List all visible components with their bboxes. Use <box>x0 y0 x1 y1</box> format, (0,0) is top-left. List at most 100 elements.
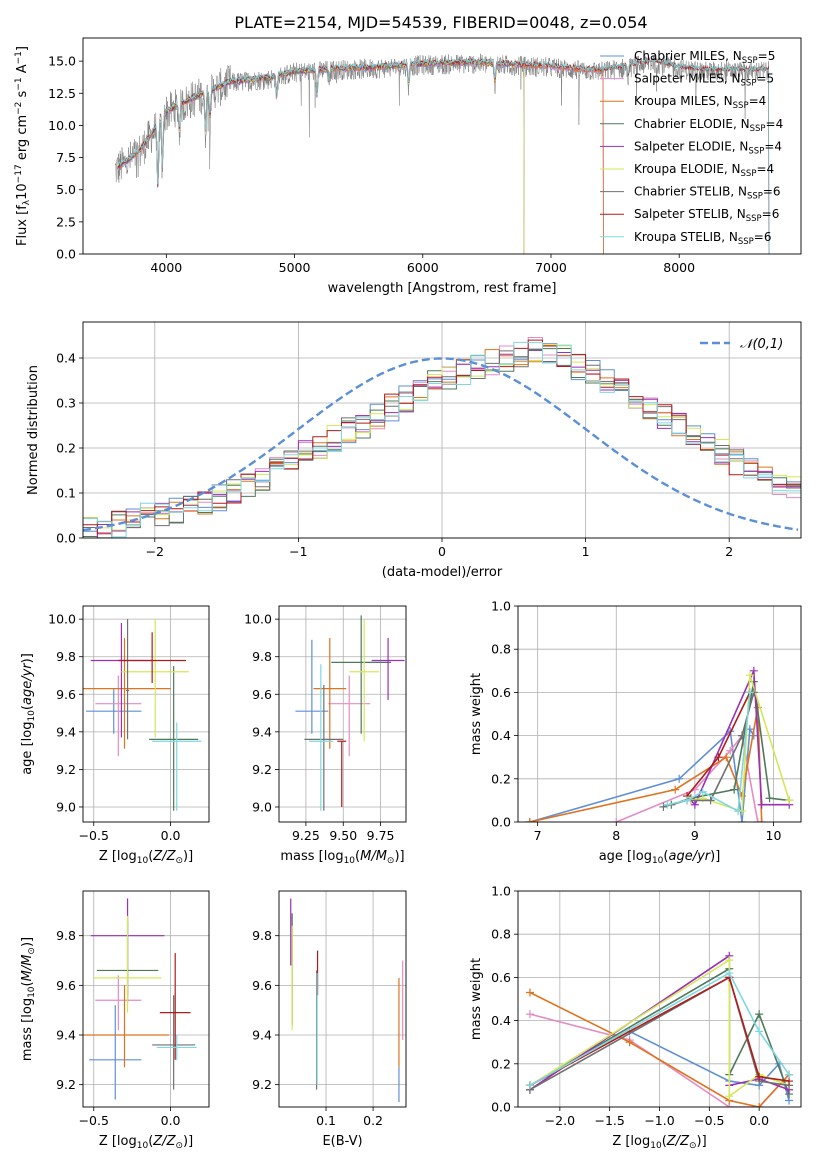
x-axis-label: mass [log10(M/M⊙)] <box>280 849 404 866</box>
weight-marker <box>525 1081 534 1090</box>
axes-frame <box>82 321 802 539</box>
y-tick-label: 9.8 <box>56 649 76 664</box>
x-tick-label: −0.5 <box>79 828 109 843</box>
y-tick-label: 1.0 <box>491 599 511 614</box>
plot-area <box>279 606 406 822</box>
weight-marker <box>757 800 766 809</box>
figure-title: PLATE=2154, MJD=54539, FIBERID=0048, z=0… <box>234 13 647 32</box>
y-axis-label: Flux [fλ10−17 erg cm−2 s−1 A−1] <box>14 46 32 246</box>
weight-marker <box>525 818 534 822</box>
x-tick-label: 9.25 <box>292 828 320 843</box>
plot-area <box>518 891 801 1107</box>
x-tick-label: 8 <box>612 828 620 843</box>
y-tick-label: 0.6 <box>491 685 511 700</box>
plot-area <box>518 606 801 822</box>
histogram-salpeter-elodie <box>83 349 801 538</box>
x-tick-label: 0 <box>438 544 446 559</box>
x-tick-label: 0.0 <box>749 1113 769 1128</box>
weight-marker <box>714 753 723 762</box>
y-tick-label: 0.4 <box>491 728 511 743</box>
weight-marker <box>725 1092 734 1101</box>
y-tick-label: 9.8 <box>56 928 76 943</box>
y-tick-label: 9.8 <box>252 649 272 664</box>
plot-area <box>83 322 801 538</box>
weight-marker <box>734 807 743 816</box>
model-line-chabrier-elodie <box>117 59 525 254</box>
plot-area <box>83 606 209 822</box>
axes-frame <box>82 890 210 1108</box>
x-tick-label: 0.1 <box>316 1113 336 1128</box>
x-tick-label: 9.50 <box>329 828 357 843</box>
panel-mass_weight_vs_Z: −2.0 −1.5 −1.0 −0.5 0.0 0.0 0.2 0.4 0.6 0.8 1.0 Z [… <box>469 884 802 1151</box>
y-axis-label: mass weight <box>469 673 484 755</box>
legend-label: Salpeter MILES, NSSP=5 <box>634 72 774 89</box>
histogram-chabrier-miles <box>83 343 801 538</box>
y-tick-label: 9.4 <box>56 1028 76 1043</box>
panel-mass_vs_Z: −0.5 0.0 9.2 9.4 9.6 9.8 Z [log10(Z/Z⊙)] mass [… <box>20 890 210 1151</box>
x-tick-label: −0.5 <box>694 1113 724 1128</box>
y-tick-label: 0.8 <box>491 642 511 657</box>
histogram-chabrier-elodie <box>83 348 801 538</box>
x-tick-label: 1 <box>582 544 590 559</box>
plot-area <box>114 52 770 254</box>
x-tick-label: 2 <box>725 544 733 559</box>
panel-mass_vs_EBV: 0.1 0.2 9.2 9.4 9.6 9.8 E(B-V) <box>252 890 407 1149</box>
x-tick-label: −0.5 <box>79 1113 109 1128</box>
axes-frame <box>278 890 407 1108</box>
y-tick-label: 10.0 <box>48 612 76 627</box>
x-tick-label: 10 <box>766 828 782 843</box>
x-tick-label: 5000 <box>279 260 311 275</box>
y-tick-label: 1.0 <box>491 884 511 899</box>
weight-marker <box>725 956 734 965</box>
x-tick-label: 0.2 <box>363 1113 383 1128</box>
weight-line <box>529 726 755 822</box>
weight-marker <box>738 818 747 822</box>
legend-label: Chabrier STELIB, NSSP=6 <box>634 185 781 202</box>
weight-marker <box>755 1010 764 1019</box>
weight-marker <box>698 787 707 796</box>
y-tick-label: 15.0 <box>48 54 76 69</box>
histogram-salpeter-miles <box>83 337 801 533</box>
y-tick-label: 9.0 <box>56 799 76 814</box>
panel-residuals: −2 −1 0 1 2 0.0 0.1 0.2 0.3 0.4 𝒩(0,1) (data-model)… <box>26 321 802 580</box>
x-tick-label: −1.5 <box>594 1113 624 1128</box>
y-tick-label: 9.6 <box>56 687 76 702</box>
histogram-kroupa-stelib <box>83 341 801 538</box>
y-tick-label: 0.0 <box>491 815 511 830</box>
y-tick-label: 0.0 <box>56 247 76 262</box>
weight-marker <box>749 666 758 675</box>
y-tick-label: 10.0 <box>48 118 76 133</box>
y-tick-label: 0.4 <box>491 1013 511 1028</box>
y-tick-label: 5.0 <box>56 182 76 197</box>
weight-marker <box>738 731 747 740</box>
weight-marker <box>757 818 766 822</box>
axes-frame <box>82 37 802 255</box>
x-tick-label: −1 <box>289 544 307 559</box>
weight-marker <box>612 818 621 822</box>
x-tick-label: 7 <box>534 828 542 843</box>
y-tick-label: 0.0 <box>491 1100 511 1115</box>
y-tick-label: 9.2 <box>252 1077 272 1092</box>
y-tick-label: 0.2 <box>56 441 76 456</box>
x-tick-label: 7000 <box>535 260 567 275</box>
histogram-kroupa-miles <box>83 345 801 538</box>
weight-marker <box>663 800 672 809</box>
gaussian-curve <box>83 357 799 532</box>
weight-line <box>529 976 790 1087</box>
y-tick-label: 9.2 <box>56 1077 76 1092</box>
y-tick-label: 0.2 <box>491 771 511 786</box>
histogram-chabrier-stelib <box>83 349 801 528</box>
model-line-kroupa-stelib <box>117 56 770 254</box>
weight-marker <box>671 785 680 794</box>
legend-label: Chabrier ELODIE, NSSP=4 <box>634 117 783 134</box>
legend: Chabrier MILES, NSSP=5 Salpeter MILES, NS… <box>600 49 783 247</box>
model-line-salpeter-miles <box>117 60 604 254</box>
legend-label: 𝒩(0,1) <box>740 337 783 352</box>
y-axis-label: mass weight <box>469 958 484 1040</box>
y-tick-label: 12.5 <box>48 86 76 101</box>
weight-marker <box>726 746 735 755</box>
y-tick-label: 0.4 <box>56 351 76 366</box>
weight-marker <box>722 753 731 762</box>
y-tick-label: 0.3 <box>56 396 76 411</box>
y-tick-label: 10.0 <box>244 612 272 627</box>
